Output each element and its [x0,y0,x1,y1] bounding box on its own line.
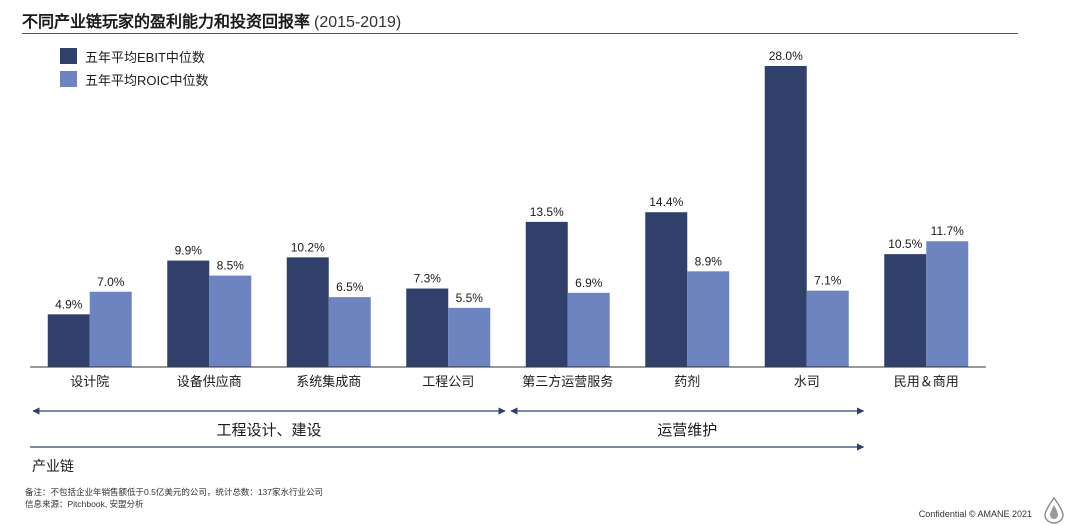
data-label-ebit-6: 28.0% [769,49,803,63]
footnote-note: 备注：不包括企业年销售额低于0.5亿美元的公司，统计总数：137家水行业公司 [25,487,324,497]
bar-roic-5 [687,271,730,367]
category-label-2: 系统集成商 [296,374,361,389]
data-label-ebit-7: 10.5% [888,237,922,251]
data-label-ebit-3: 7.3% [414,272,442,286]
bar-roic-7 [926,241,969,367]
bar-roic-6 [806,290,849,367]
value-chain-label: 产业链 [32,458,74,474]
category-label-1: 设备供应商 [177,374,242,389]
data-label-roic-5: 8.9% [695,254,723,268]
confidential-notice: Confidential © AMANE 2021 [918,509,1032,519]
legend: 五年平均EBIT中位数 五年平均ROIC中位数 [60,46,209,92]
bar-ebit-3 [406,288,449,367]
title-divider [22,33,1018,34]
bar-ebit-5 [645,212,688,367]
bar-roic-0 [89,291,132,367]
legend-swatch-roic [60,71,77,87]
bar-ebit-2 [286,257,329,367]
category-label-7: 民用＆商用 [894,374,959,389]
segment-label-0: 工程设计、建设 [216,422,321,439]
bar-ebit-6 [764,66,807,367]
footnote-source: 信息来源：Pitchbook, 安盟分析 [25,499,144,509]
chart-subtitle: (2015-2019) [314,14,402,31]
data-label-ebit-0: 4.9% [55,297,83,311]
footnotes: 备注：不包括企业年销售额低于0.5亿美元的公司，统计总数：137家水行业公司 信… [25,486,323,510]
water-drop-icon [1044,496,1064,524]
segment-label-1: 运营维护 [657,422,717,439]
legend-swatch-ebit [60,48,77,64]
data-label-ebit-5: 14.4% [649,195,683,209]
bar-roic-3 [448,307,491,367]
category-label-0: 设计院 [70,374,109,389]
data-label-ebit-4: 13.5% [530,205,564,219]
data-label-roic-4: 6.9% [575,276,603,290]
legend-label-ebit: 五年平均EBIT中位数 [85,49,205,65]
category-label-6: 水司 [794,374,820,389]
bar-ebit-0 [47,314,90,367]
category-label-4: 第三方运营服务 [522,374,613,389]
legend-item-ebit: 五年平均EBIT中位数 [60,46,209,66]
data-label-roic-2: 6.5% [336,280,364,294]
bar-roic-4 [567,292,610,367]
bar-ebit-7 [884,254,927,367]
data-label-ebit-2: 10.2% [291,240,325,254]
bar-ebit-4 [525,221,568,367]
data-label-roic-1: 8.5% [217,259,245,273]
data-label-roic-3: 5.5% [456,291,484,305]
data-label-ebit-1: 9.9% [175,244,203,258]
legend-label-roic: 五年平均ROIC中位数 [85,72,209,88]
chart-title-row: 不同产业链玩家的盈利能力和投资回报率 (2015-2019) [22,8,401,32]
bar-roic-1 [209,275,252,367]
legend-item-roic: 五年平均ROIC中位数 [60,69,209,89]
chart-title: 不同产业链玩家的盈利能力和投资回报率 [22,14,311,31]
category-label-3: 工程公司 [422,374,474,389]
category-label-5: 药剂 [674,374,700,389]
bar-ebit-1 [167,260,210,367]
data-label-roic-6: 7.1% [814,274,842,288]
data-label-roic-7: 11.7% [931,224,964,238]
data-label-roic-0: 7.0% [97,275,125,289]
bar-roic-2 [328,297,371,367]
